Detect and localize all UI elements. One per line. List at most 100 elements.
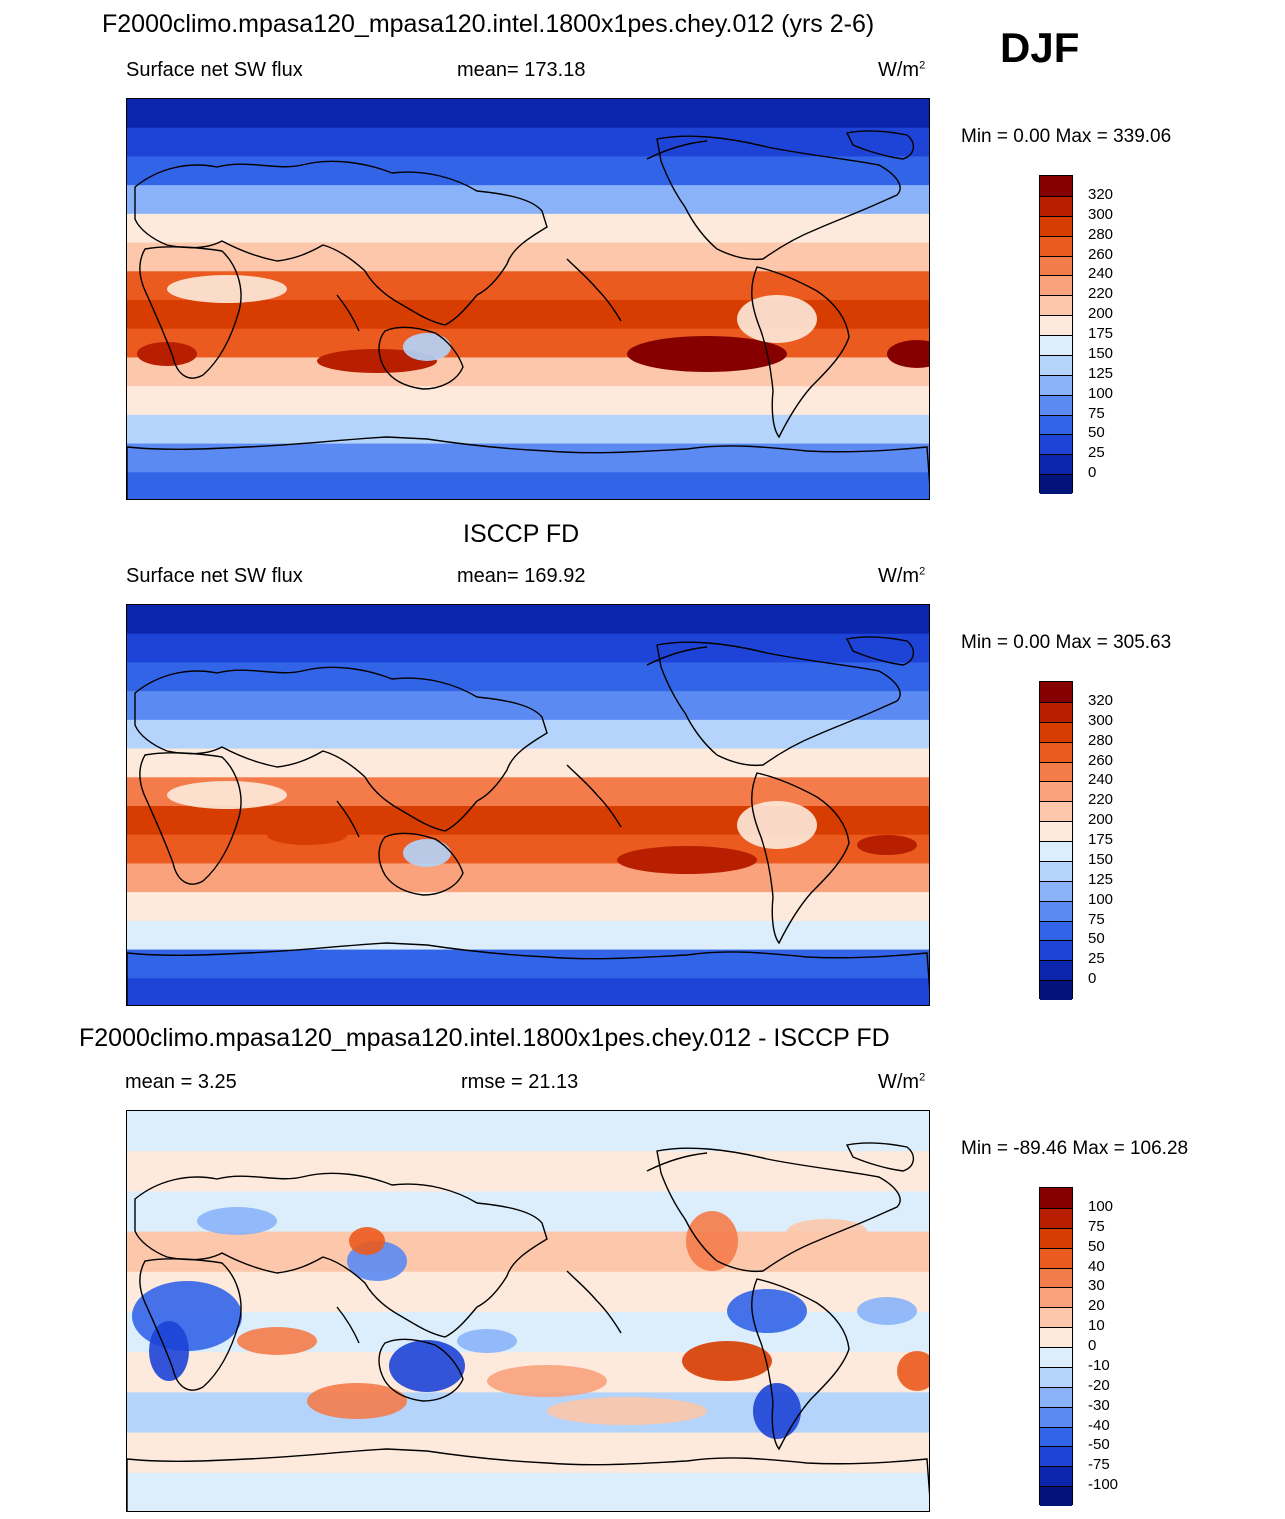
colorbar-tick-label: 280 <box>1088 225 1114 243</box>
colorbar-box <box>1040 235 1072 256</box>
colorbar-box <box>1040 1366 1072 1387</box>
panel-1-variable-label: Surface net SW flux <box>126 59 303 81</box>
panel-1-colorbar: 320 300 280 260 240 220 200 175 150 125 100 75 50 25 0 <box>1039 175 1113 494</box>
panel-3-mean-label: mean = 3.25 <box>125 1071 237 1093</box>
colorbar-tick-label: 300 <box>1088 711 1114 729</box>
colorbar-box <box>1040 821 1072 841</box>
colorbar-tick-label: 150 <box>1088 850 1114 868</box>
colorbar-box <box>1040 1347 1072 1367</box>
colorbar-box <box>1040 1287 1072 1308</box>
panel-2-min-max: Min = 0.00 Max = 305.63 <box>961 632 1172 653</box>
colorbar-box <box>1040 434 1072 455</box>
colorbar-box <box>1040 1426 1072 1447</box>
colorbar-box <box>1040 1386 1072 1407</box>
colorbar-box <box>1040 275 1072 296</box>
panel-2-mean-label: mean= 169.92 <box>457 565 586 587</box>
colorbar-box <box>1040 920 1072 941</box>
colorbar-box <box>1040 1247 1072 1268</box>
colorbar-tick-label: 100 <box>1088 1197 1114 1215</box>
colorbar-tick-label: -75 <box>1088 1456 1110 1474</box>
colorbar-box <box>1040 682 1072 702</box>
colorbar-tick-label: 320 <box>1088 185 1114 203</box>
colorbar-tick-label: 40 <box>1088 1257 1105 1275</box>
colorbar-box <box>1040 761 1072 782</box>
panel-1-min-max: Min = 0.00 Max = 339.06 <box>961 126 1172 147</box>
colorbar-box <box>1040 195 1072 216</box>
colorbar-box <box>1040 781 1072 802</box>
panel-3-map <box>126 1110 930 1512</box>
panel-2-variable-label: Surface net SW flux <box>126 565 303 587</box>
colorbar-tick-label: 240 <box>1088 265 1114 283</box>
colorbar-box <box>1040 1446 1072 1467</box>
panel-3-title: F2000climo.mpasa120_mpasa120.intel.1800x… <box>79 1024 890 1052</box>
colorbar-tick-label: 100 <box>1088 384 1114 402</box>
colorbar-tick-label: 220 <box>1088 285 1114 303</box>
panel-2-map <box>126 604 930 1006</box>
colorbar-tick-label: -10 <box>1088 1356 1110 1374</box>
colorbar-tick-label: 50 <box>1088 930 1105 948</box>
colorbar-tick-label: 175 <box>1088 831 1114 848</box>
colorbar-tick-label: 0 <box>1088 970 1097 988</box>
colorbar-box <box>1040 414 1072 435</box>
colorbar-box <box>1040 374 1072 395</box>
colorbar-tick-label: 25 <box>1088 444 1105 462</box>
colorbar-tick-label: 200 <box>1088 305 1114 323</box>
colorbar-box <box>1040 1267 1072 1288</box>
colorbar-tick-label: 25 <box>1088 950 1105 968</box>
colorbar-box <box>1040 960 1072 981</box>
colorbar-box <box>1040 741 1072 762</box>
panel-2-unit-label: W/m2 <box>878 565 926 587</box>
colorbar-box <box>1040 841 1072 861</box>
colorbar-tick-label: 75 <box>1088 910 1105 928</box>
colorbar-tick-label: 50 <box>1088 424 1105 442</box>
colorbar-tick-label: 10 <box>1088 1317 1105 1335</box>
panel-3-min-max: Min = -89.46 Max = 106.28 <box>961 1138 1189 1159</box>
panel-1-map <box>126 98 930 500</box>
colorbar-tick-label: 260 <box>1088 245 1114 263</box>
colorbar-tick-label: 240 <box>1088 771 1114 789</box>
colorbar-tick-label: 125 <box>1088 870 1114 888</box>
colorbar-box <box>1040 1188 1072 1208</box>
colorbar-box <box>1040 1466 1072 1487</box>
colorbar-tick-label: -20 <box>1088 1376 1110 1394</box>
colorbar-tick-label: 125 <box>1088 364 1114 382</box>
colorbar-tick-label: 75 <box>1088 404 1105 422</box>
colorbar-tick-label: 220 <box>1088 791 1114 809</box>
colorbar-tick-label: 50 <box>1088 1237 1105 1255</box>
colorbar-box <box>1040 880 1072 901</box>
colorbar-box <box>1040 1406 1072 1427</box>
colorbar-box <box>1040 1307 1072 1328</box>
colorbar-tick-label: -100 <box>1088 1476 1119 1494</box>
colorbar-box <box>1040 215 1072 236</box>
colorbar-box <box>1040 900 1072 921</box>
panel-2-title: ISCCP FD <box>463 520 580 548</box>
colorbar-box <box>1040 980 1072 1000</box>
colorbar-box <box>1040 315 1072 335</box>
colorbar-box <box>1040 701 1072 722</box>
panel-3-unit-label: W/m2 <box>878 1071 926 1093</box>
colorbar-box <box>1040 255 1072 276</box>
colorbar-box <box>1040 721 1072 742</box>
colorbar-tick-label: -50 <box>1088 1436 1110 1454</box>
panel-3-colorbar: 100 75 50 40 30 20 10 0 -10 -20 -30 -40 -50 -75 -100 <box>1039 1187 1118 1506</box>
panel-2-colorbar: 320 300 280 260 240 220 200 175 150 125 100 75 50 25 0 <box>1039 681 1113 1000</box>
panel-3-rmse-label: rmse = 21.13 <box>461 1071 579 1093</box>
colorbar-box <box>1040 176 1072 196</box>
colorbar-tick-label: 20 <box>1088 1297 1105 1315</box>
colorbar-box <box>1040 1207 1072 1228</box>
colorbar-tick-label: 100 <box>1088 890 1114 908</box>
colorbar-tick-label: 260 <box>1088 751 1114 769</box>
colorbar-tick-label: -30 <box>1088 1396 1110 1414</box>
season-label: DJF <box>1000 24 1080 71</box>
panel-1-title: F2000climo.mpasa120_mpasa120.intel.1800x… <box>102 10 875 38</box>
colorbar-box <box>1040 474 1072 494</box>
colorbar-box <box>1040 335 1072 355</box>
colorbar-tick-label: -40 <box>1088 1416 1110 1434</box>
colorbar-box <box>1040 454 1072 475</box>
colorbar-box <box>1040 860 1072 881</box>
colorbar-tick-label: 0 <box>1088 1337 1097 1354</box>
colorbar-box <box>1040 295 1072 316</box>
colorbar-tick-label: 30 <box>1088 1277 1105 1295</box>
colorbar-tick-label: 320 <box>1088 691 1114 709</box>
colorbar-tick-label: 175 <box>1088 325 1114 342</box>
